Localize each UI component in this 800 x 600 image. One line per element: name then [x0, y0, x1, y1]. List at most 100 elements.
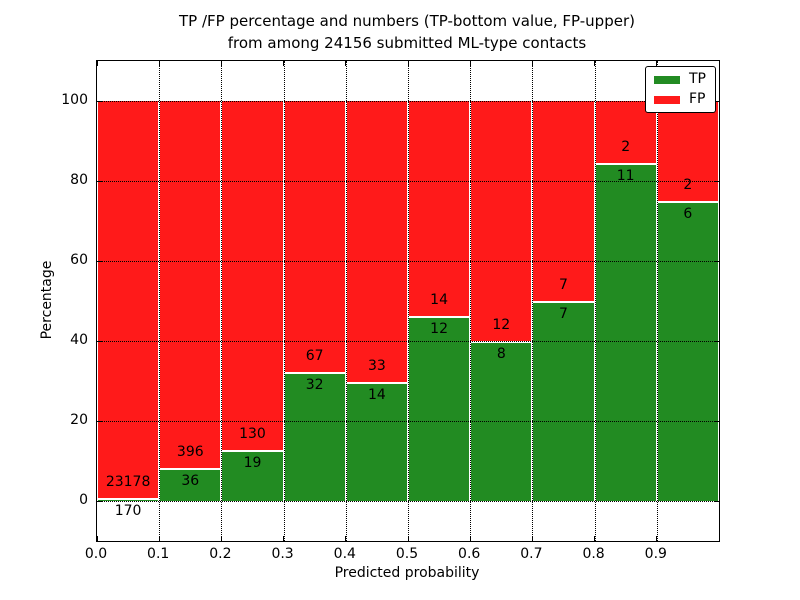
x-tick-label: 0.1	[147, 546, 170, 562]
fp-count-label: 23178	[105, 474, 151, 491]
tp-count-label: 19	[243, 455, 262, 471]
tp-count-label: 36	[181, 472, 200, 489]
x-tick-bottom	[345, 536, 347, 541]
x-tick-label: 0.5	[395, 546, 419, 562]
fp-count-label: 2	[683, 177, 693, 193]
y-tick-label: 0	[79, 492, 88, 508]
bar-segment-fp	[532, 101, 595, 301]
x-tick-top	[594, 61, 596, 66]
y-tick-left	[97, 420, 102, 422]
x-tick-top	[345, 61, 347, 66]
fp-legend-label: FP	[689, 91, 706, 107]
gridline-horizontal	[97, 421, 719, 422]
gridline-vertical	[221, 61, 223, 541]
bar-segment-fp	[470, 101, 533, 341]
y-tick-left	[97, 180, 102, 182]
x-tick-bottom	[220, 536, 222, 541]
bar-segment-tp	[656, 201, 719, 501]
gridline-vertical	[470, 61, 472, 541]
gridline-vertical	[594, 61, 596, 541]
gridline-horizontal	[97, 261, 719, 262]
gridline-vertical	[408, 61, 409, 541]
fp-count-label: 2	[621, 138, 631, 155]
x-tick-top	[96, 61, 98, 66]
y-tick-left	[97, 100, 102, 102]
x-tick-bottom	[407, 536, 409, 541]
bar-segment-tp	[97, 498, 160, 501]
gridline-vertical	[656, 61, 658, 541]
bar-segment-fp	[159, 101, 222, 468]
legend: TP FP	[645, 66, 716, 113]
y-tick-left	[97, 500, 102, 502]
x-tick-top	[469, 61, 471, 66]
x-tick-bottom	[283, 536, 285, 541]
fp-count-label: 396	[176, 443, 204, 460]
bar-segment-fp	[283, 101, 346, 372]
tp-count-label: 8	[496, 346, 506, 362]
x-tick-top	[158, 61, 160, 66]
x-tick-bottom	[594, 536, 596, 541]
gridline-horizontal	[97, 341, 719, 342]
chart-title-line2: from among 24156 submitted ML-type conta…	[227, 34, 587, 52]
bar-segment-fp	[345, 101, 408, 382]
bar-segment-fp	[656, 101, 719, 201]
gridline-vertical	[159, 61, 161, 541]
y-tick-right	[714, 420, 719, 422]
x-tick-bottom	[96, 536, 98, 541]
bar-segment-tp	[594, 162, 657, 501]
bar-segment-fp	[408, 101, 471, 317]
x-tick-label: 0.9	[644, 546, 667, 562]
y-tick-right	[714, 500, 719, 502]
y-tick-label: 80	[70, 172, 88, 188]
y-tick-label: 40	[70, 332, 88, 348]
y-axis-label: Percentage	[39, 260, 55, 340]
fp-count-label: 33	[367, 357, 386, 374]
x-tick-label: 0.0	[84, 546, 108, 562]
gridline-horizontal	[97, 181, 719, 182]
fp-count-label: 67	[305, 347, 324, 364]
bar-segment-tp	[283, 371, 346, 501]
x-tick-bottom	[158, 536, 160, 541]
tp-count-label: 11	[616, 167, 635, 184]
gridline-vertical	[532, 61, 534, 541]
gridline-horizontal	[97, 501, 719, 502]
fp-count-label: 12	[492, 317, 511, 333]
x-tick-bottom	[656, 536, 658, 541]
bar-segment-fp	[221, 101, 284, 450]
tp-count-label: 6	[683, 206, 693, 222]
y-tick-right	[714, 340, 719, 342]
bar-segment-tp	[532, 301, 595, 501]
x-axis-label: Predicted probability	[334, 565, 480, 581]
tp-count-label: 14	[367, 386, 386, 403]
gridline-horizontal	[97, 101, 719, 102]
y-tick-right	[714, 260, 719, 262]
bar-segment-tp	[345, 381, 408, 501]
tp-count-label: 170	[114, 503, 142, 520]
fp-count-label: 130	[239, 426, 266, 442]
tp-count-label: 32	[305, 376, 324, 393]
fp-count-label: 7	[559, 277, 568, 293]
x-tick-bottom	[469, 536, 471, 541]
fp-count-label: 14	[430, 292, 448, 309]
tp-count-label: 12	[430, 321, 448, 338]
x-tick-bottom	[531, 536, 533, 541]
y-tick-label: 60	[70, 252, 88, 268]
x-tick-label: 0.6	[458, 546, 481, 562]
gridline-vertical	[345, 61, 347, 541]
x-tick-top	[220, 61, 222, 66]
x-tick-label: 0.8	[582, 546, 605, 562]
chart-title-line1: TP /FP percentage and numbers (TP-bottom…	[179, 12, 635, 30]
y-tick-label: 20	[70, 412, 88, 428]
x-tick-top	[407, 61, 409, 66]
bar-segment-fp	[97, 101, 160, 499]
x-tick-top	[531, 61, 533, 66]
y-tick-left	[97, 260, 102, 262]
tp-legend-label: TP	[689, 71, 706, 87]
tp-legend-swatch	[654, 75, 680, 84]
plot-area: 23178 170 396 36 130 19 67 32 33 14 14 12 12 8 7 7 2 11 2 6	[96, 60, 720, 542]
y-tick-right	[714, 100, 719, 102]
x-tick-label: 0.2	[209, 546, 232, 562]
y-tick-left	[97, 340, 102, 342]
fp-legend-swatch	[654, 95, 680, 104]
